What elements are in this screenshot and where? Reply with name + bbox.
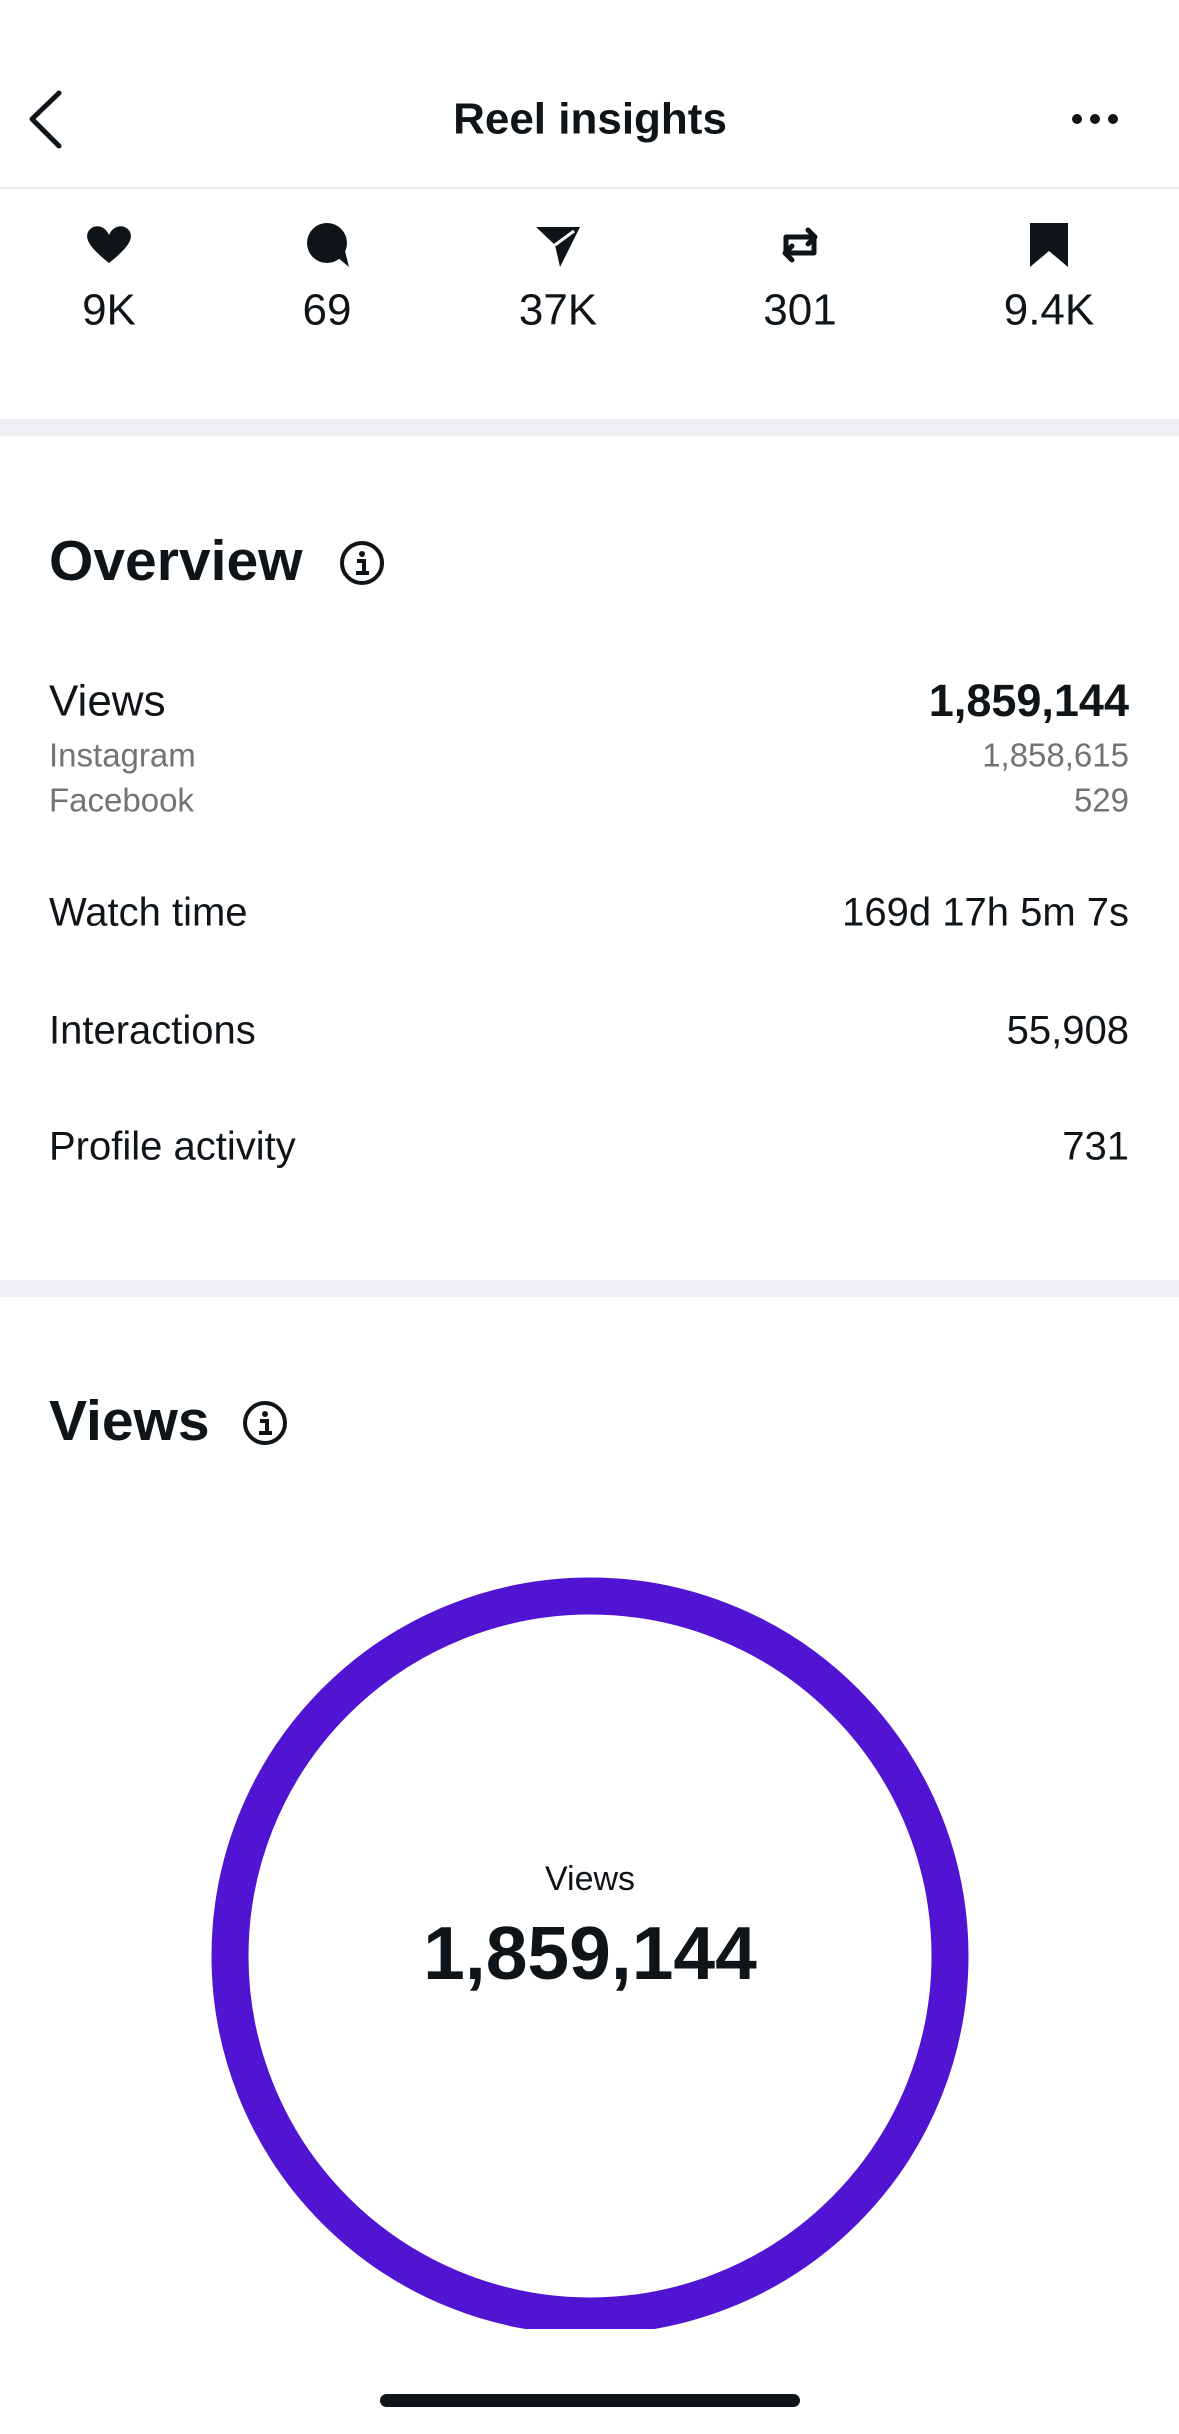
donut-center-value: 1,859,144 xyxy=(423,1911,757,1995)
more-button[interactable] xyxy=(1072,114,1118,124)
comments-count: 69 xyxy=(303,286,352,335)
likes-count: 9K xyxy=(82,286,136,335)
views-section-title: Views xyxy=(49,1389,210,1453)
donut-center-label: Views xyxy=(545,1860,635,1898)
save-icon xyxy=(1030,223,1068,267)
home-indicator xyxy=(380,2394,800,2407)
instagram-value: 1,858,615 xyxy=(982,737,1129,774)
repost-icon xyxy=(782,227,818,263)
interactions-value: 55,908 xyxy=(1007,1009,1129,1053)
section-separator xyxy=(0,419,1179,436)
reposts-count: 301 xyxy=(763,286,836,335)
overview-title: Overview xyxy=(49,529,303,593)
section-separator xyxy=(0,1280,1179,1297)
profile-activity-label: Profile activity xyxy=(49,1125,296,1169)
facebook-value: 529 xyxy=(1074,782,1129,819)
views-info-button[interactable] xyxy=(243,1401,287,1445)
views-value: 1,859,144 xyxy=(929,675,1129,726)
instagram-label: Instagram xyxy=(49,737,196,774)
views-donut-ring xyxy=(211,1577,969,2329)
watch-time-label: Watch time xyxy=(49,891,248,935)
views-label: Views xyxy=(49,677,166,726)
comment-icon xyxy=(307,223,349,267)
like-icon xyxy=(87,226,131,263)
facebook-label: Facebook xyxy=(49,782,194,819)
saves-count: 9.4K xyxy=(1004,286,1095,335)
share-icon xyxy=(536,227,580,267)
watch-time-value: 169d 17h 5m 7s xyxy=(842,891,1129,935)
overview-info-button[interactable] xyxy=(340,541,384,585)
back-button[interactable] xyxy=(29,90,62,149)
shares-count: 37K xyxy=(519,286,597,335)
page-title: Reel insights xyxy=(453,95,727,144)
interactions-label: Interactions xyxy=(49,1009,256,1053)
profile-activity-value: 731 xyxy=(1062,1125,1129,1169)
